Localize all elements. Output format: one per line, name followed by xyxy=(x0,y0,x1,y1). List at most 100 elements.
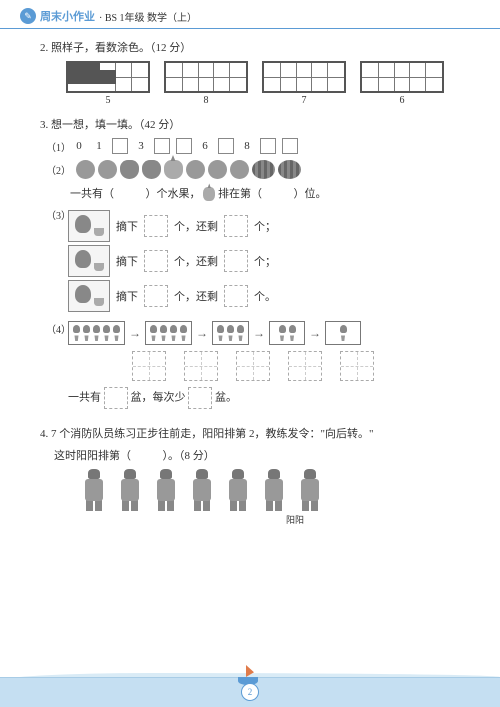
q3-4-text-a: 一共有 xyxy=(68,392,101,404)
answer-box xyxy=(132,351,166,381)
tree-picture xyxy=(68,210,110,242)
boat-icon xyxy=(238,663,258,685)
arrow-icon: → xyxy=(309,326,321,341)
pineapple-icon xyxy=(164,160,183,179)
flowerpot-icon xyxy=(179,325,188,341)
tree-text: 个，还剩 xyxy=(174,218,218,234)
tree-row: 摘下 个，还剩 个。 xyxy=(68,280,470,312)
q3-4-quad-row xyxy=(132,351,470,381)
seq-number: 3 xyxy=(134,140,148,152)
flowerpot-icon xyxy=(149,325,158,341)
tree-text: 个，还剩 xyxy=(174,253,218,269)
coloring-grid xyxy=(262,61,346,93)
strawberry-icon xyxy=(120,160,139,179)
answer-box xyxy=(144,215,168,237)
q3-1-label: （1） xyxy=(46,139,68,154)
tree-text: 摘下 xyxy=(116,218,138,234)
brand-title: 周末小作业 xyxy=(40,8,95,24)
q2-title: 2. 照样子，看数涂色。（12 分） xyxy=(40,39,470,55)
answer-box xyxy=(188,387,212,409)
q4-line2: 这时阳阳排第（ ）。（8 分） xyxy=(54,447,470,463)
seq-number: 6 xyxy=(198,140,212,152)
answer-box xyxy=(184,351,218,381)
tree-text: 个，还剩 xyxy=(174,288,218,304)
tree-text: 摘下 xyxy=(116,288,138,304)
tree-text: 个； xyxy=(254,218,276,234)
peach-icon xyxy=(98,160,117,179)
page-footer: 2 xyxy=(0,653,500,707)
answer-box xyxy=(112,138,128,154)
brand-icon: ✎ xyxy=(20,8,36,24)
answer-box xyxy=(288,351,322,381)
q3-3-block: （3） 摘下个，还剩个；摘下个，还剩个；摘下个，还剩个。 xyxy=(40,207,470,315)
flowerpot-icon xyxy=(278,325,287,341)
flowerpot-icon xyxy=(92,325,101,341)
flowerpot-icon xyxy=(82,325,91,341)
grid-box: 8 xyxy=(164,61,248,106)
answer-box xyxy=(104,387,128,409)
answer-box xyxy=(176,138,192,154)
flow-box xyxy=(212,321,249,345)
peach-icon xyxy=(76,160,95,179)
answer-box xyxy=(236,351,270,381)
q3-1-sequence: 01368 xyxy=(72,138,298,154)
q3-4-flow: →→→→ xyxy=(68,321,470,345)
answer-box xyxy=(144,285,168,307)
tree-picture xyxy=(68,280,110,312)
q4-yang-label: 阳阳 xyxy=(120,513,470,526)
fireman-icon xyxy=(152,469,180,511)
tree-row: 摘下 个，还剩 个； xyxy=(68,245,470,277)
q4-title: 4. 7 个消防队员练习正步往前走，阳阳排第 2，教练发令："向后转。" xyxy=(40,425,470,441)
q3-1-row: （1） 01368 xyxy=(46,138,470,154)
answer-box xyxy=(224,215,248,237)
grid-label: 6 xyxy=(400,95,405,106)
arrow-icon: → xyxy=(253,326,265,341)
answer-box xyxy=(224,285,248,307)
pineapple-icon xyxy=(203,187,215,201)
question-3: 3. 想一想，填一填。（42 分） （1） 01368 （2） 一共有（ ）个水… xyxy=(40,116,470,415)
answer-box xyxy=(260,138,276,154)
page-header: ✎ 周末小作业 · BS 1年级 数学（上） xyxy=(0,0,500,29)
q3-4-block: （4） →→→→ 一共有 盆，每次少 盆。 xyxy=(40,321,470,415)
content-area: 2. 照样子，看数涂色。（12 分） 5876 3. 想一想，填一填。（42 分… xyxy=(0,29,500,526)
answer-box xyxy=(154,138,170,154)
coloring-grid xyxy=(164,61,248,93)
answer-box xyxy=(282,138,298,154)
flowerpot-icon xyxy=(236,325,245,341)
q3-3-rows: 摘下个，还剩个；摘下个，还剩个；摘下个，还剩个。 xyxy=(68,207,470,315)
q3-4-text-c: 盆。 xyxy=(215,392,237,404)
q3-2-text-d: ）位。 xyxy=(294,188,327,200)
q3-2-label: （2） xyxy=(46,162,68,177)
tree-text: 个； xyxy=(254,253,276,269)
arrow-icon: → xyxy=(129,326,141,341)
q2-grids: 5876 xyxy=(40,61,470,106)
fireman-icon xyxy=(224,469,252,511)
tree-picture xyxy=(68,245,110,277)
pear-icon xyxy=(186,160,205,179)
q3-title: 3. 想一想，填一填。（42 分） xyxy=(40,116,470,132)
answer-box xyxy=(144,250,168,272)
tree-text: 摘下 xyxy=(116,253,138,269)
q3-4-label: （4） xyxy=(46,321,68,415)
q3-2-row: （2） xyxy=(46,160,470,179)
q3-2-text-c: 排在第（ xyxy=(218,188,262,200)
flowerpot-icon xyxy=(216,325,225,341)
q4-text-a: 这时阳阳排第（ xyxy=(54,450,131,462)
flow-box xyxy=(325,321,361,345)
question-4: 4. 7 个消防队员练习正步往前走，阳阳排第 2，教练发令："向后转。" 这时阳… xyxy=(40,425,470,526)
strawberry-icon xyxy=(142,160,161,179)
flow-box xyxy=(269,321,305,345)
flow-box xyxy=(145,321,192,345)
grid-label: 8 xyxy=(204,95,209,106)
seq-number: 0 xyxy=(72,140,86,152)
flowerpot-icon xyxy=(112,325,121,341)
q3-3-label: （3） xyxy=(46,207,68,315)
q4-text-b: ）。（8 分） xyxy=(163,450,215,462)
q3-2-text-a: 一共有（ xyxy=(70,188,114,200)
apple-icon xyxy=(230,160,249,179)
tree-text: 个。 xyxy=(254,288,276,304)
page-number: 2 xyxy=(241,683,259,701)
seq-number: 1 xyxy=(92,140,106,152)
q3-2-text-b: ）个水果， xyxy=(146,188,201,200)
answer-box xyxy=(224,250,248,272)
